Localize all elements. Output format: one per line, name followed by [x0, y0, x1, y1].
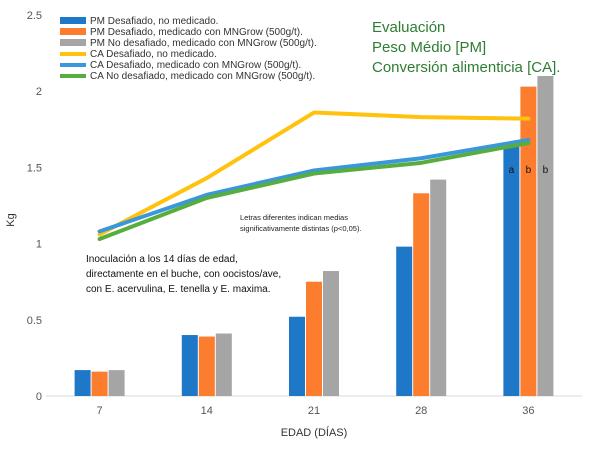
bar [503, 146, 520, 396]
series-line [97, 110, 531, 237]
bar [306, 281, 322, 396]
inoculation-annotation: Inoculación a los 14 días de edad, direc… [86, 254, 281, 295]
x-axis-ticks: 7 14 21 28 36 [97, 405, 535, 417]
legend-label: CA Desafiado, no medicado. [90, 49, 217, 60]
x-tick-label: 36 [522, 405, 534, 417]
series-line [97, 137, 531, 234]
x-tick-label: 14 [201, 405, 213, 417]
legend-label: PM Desafiado, medicado con MNGrow (500g/… [90, 27, 303, 38]
y-tick-label: 2.5 [27, 10, 42, 22]
bar [181, 335, 198, 396]
y-tick-label: 2 [36, 86, 42, 98]
lines [97, 110, 531, 242]
bar [413, 193, 430, 396]
x-axis-label: EDAD (DÍAS) [281, 426, 348, 439]
bars [74, 75, 554, 397]
x-tick-label: 28 [415, 405, 427, 417]
x-tick-label: 7 [97, 405, 103, 417]
significance-note-line-1: Letras diferentes indican medias [240, 213, 348, 222]
significance-letter: a [509, 165, 515, 176]
bar [323, 271, 339, 396]
y-tick-label: 0 [36, 391, 42, 403]
significance-letter: b [526, 165, 532, 176]
bar [537, 75, 554, 397]
legend-swatch [60, 39, 86, 46]
bar [520, 86, 537, 397]
y-axis-label: Kg [5, 213, 17, 226]
legend-swatch [60, 17, 86, 24]
bar [91, 371, 108, 396]
annotation-line-2: directamente en el buche, con oocistos/a… [86, 269, 281, 280]
legend-label: CA Desafiado, medicado con MNGrow (500g/… [90, 60, 301, 71]
annotation-line-1: Inoculación a los 14 días de edad, [86, 254, 238, 265]
bar [198, 336, 215, 396]
bar [74, 370, 91, 396]
legend-swatch [60, 28, 86, 35]
legend: PM Desafiado, no medicado.PM Desafiado, … [60, 16, 317, 82]
bar [289, 316, 305, 396]
legend-label: PM No desafiado, medicado con MNGrow (50… [90, 38, 317, 49]
bar [108, 370, 125, 396]
significance-note: Letras diferentes indican medias signifi… [240, 213, 362, 233]
bar [430, 179, 447, 396]
annotation-line-3: con E. acervulina, E. tenella y E. maxim… [86, 284, 271, 295]
significance-letter: b [543, 165, 549, 176]
chart-title: Evaluación Peso Médio [PM] Conversión al… [372, 19, 560, 76]
significance-note-line-2: significativamente distintas (p<0,05). [240, 224, 362, 233]
legend-label: PM Desafiado, no medicado. [90, 16, 218, 27]
bar [215, 333, 232, 396]
series-line [97, 141, 531, 242]
y-tick-label: 1.5 [27, 162, 42, 174]
bar [396, 246, 413, 396]
legend-label: CA No desafiado, medicado con MNGrow (50… [90, 71, 315, 82]
title-line-3: Conversión alimenticia [CA]. [372, 59, 560, 76]
x-tick-label: 21 [308, 405, 320, 417]
y-tick-label: 1 [36, 239, 42, 251]
title-line-2: Peso Médio [PM] [372, 39, 486, 56]
y-axis-ticks: 0 0.5 1 1.5 2 2.5 [27, 10, 42, 403]
title-line-1: Evaluación [372, 19, 445, 36]
y-tick-label: 0.5 [27, 315, 42, 327]
